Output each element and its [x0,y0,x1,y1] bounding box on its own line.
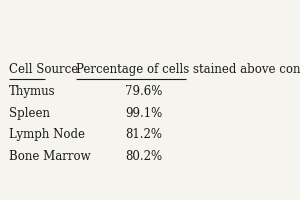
Text: Percentage of cells stained above control:: Percentage of cells stained above contro… [76,63,300,76]
Text: Lymph Node: Lymph Node [9,128,85,141]
Text: Spleen: Spleen [9,107,50,120]
Text: Thymus: Thymus [9,85,56,98]
Text: 80.2%: 80.2% [125,150,162,163]
Text: Bone Marrow: Bone Marrow [9,150,91,163]
Text: 99.1%: 99.1% [125,107,162,120]
Text: 81.2%: 81.2% [125,128,162,141]
Text: Cell Source: Cell Source [9,63,78,76]
Text: 79.6%: 79.6% [125,85,162,98]
